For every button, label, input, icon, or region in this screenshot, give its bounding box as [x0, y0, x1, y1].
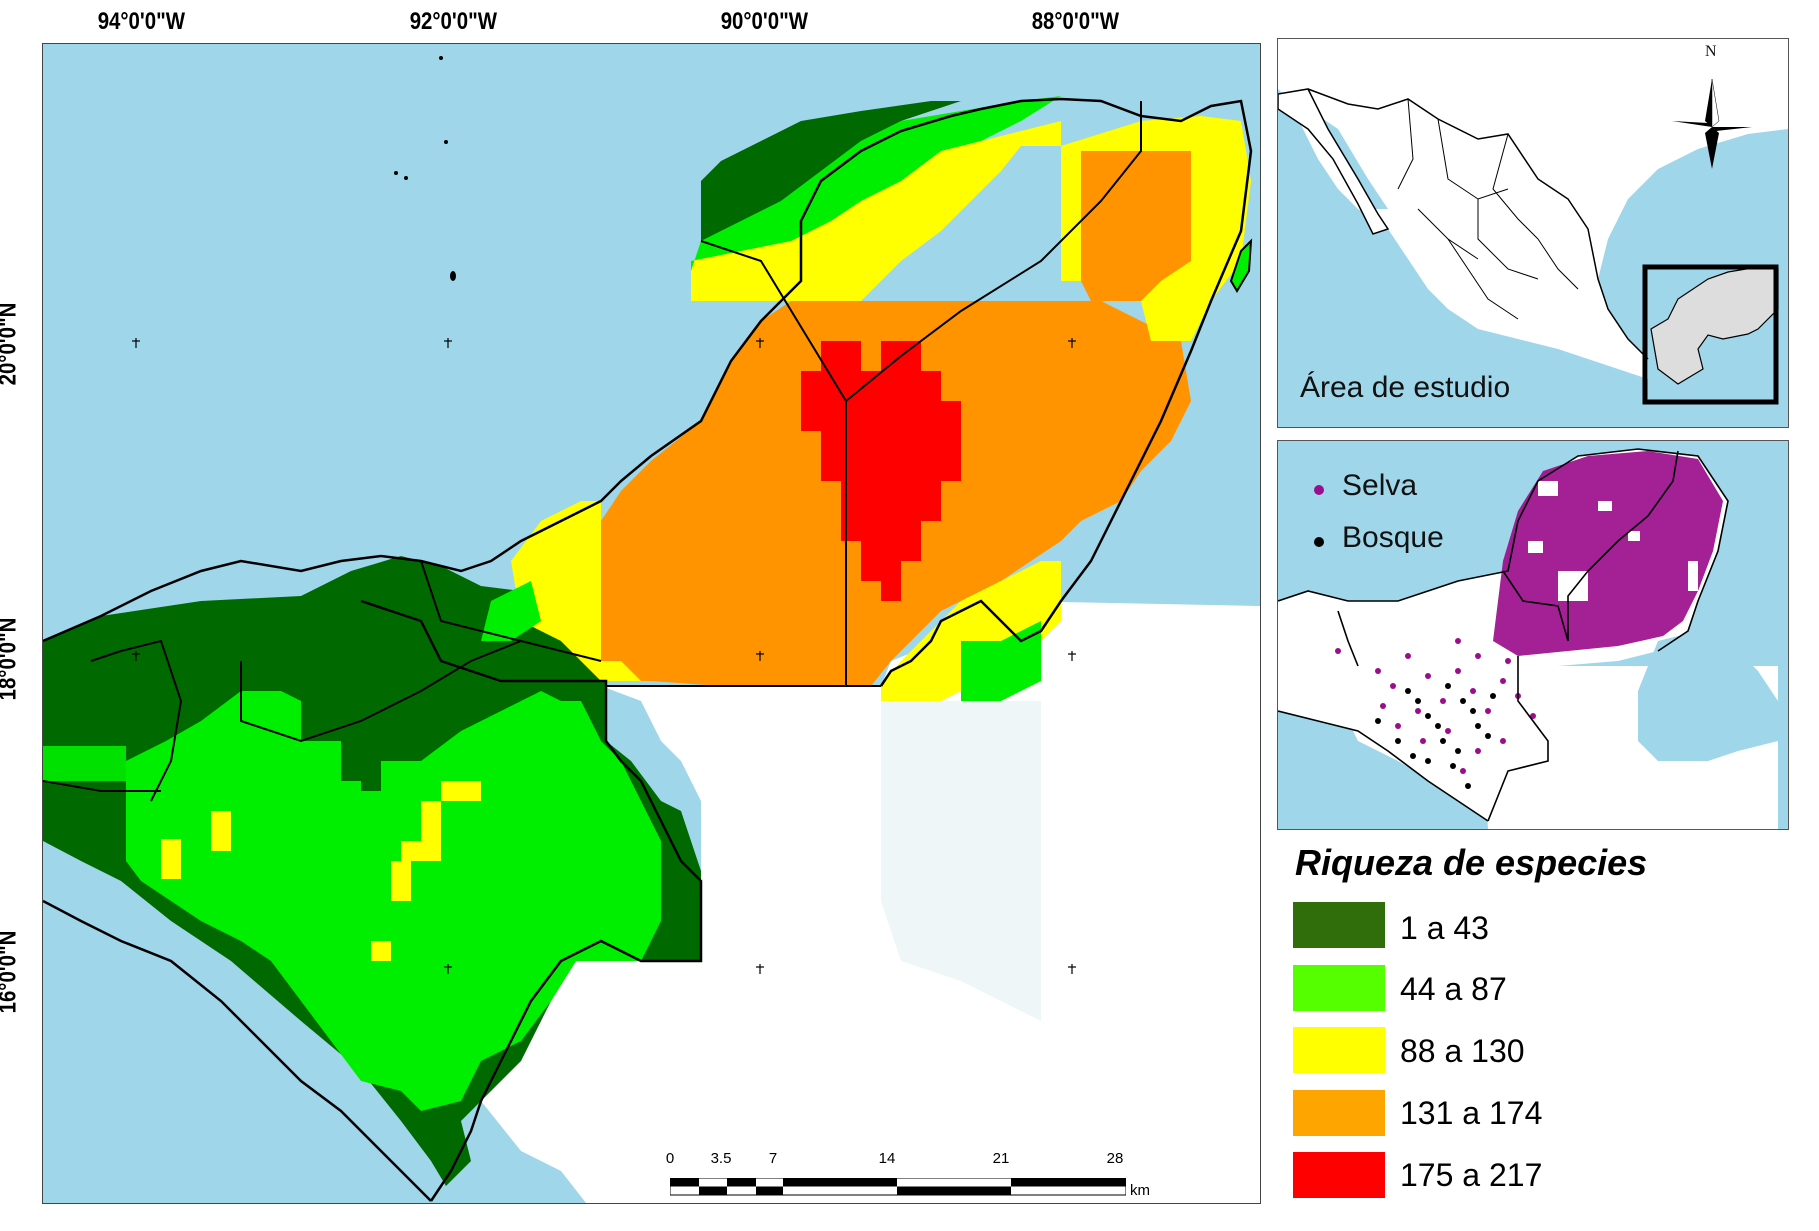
- legend-bosque-label: Bosque: [1342, 521, 1444, 554]
- state-lines: [1397, 98, 1579, 320]
- scale-tick-7: 7: [768, 1150, 778, 1167]
- selva-points: [1335, 638, 1536, 774]
- latitude-label-18n: 18°0'0"N: [0, 617, 22, 701]
- study-area-box: [1642, 264, 1779, 405]
- land-belize: [881, 701, 1041, 1021]
- longitude-label-88w: 88°0'0"W: [1031, 8, 1120, 35]
- north-arrow-icon: [1672, 78, 1752, 169]
- scale-tick-21: 21: [992, 1150, 1010, 1167]
- study-area-label: Área de estudio: [1300, 371, 1511, 404]
- scale-tick-3-5: 3.5: [710, 1150, 732, 1167]
- north-label: N: [1705, 43, 1717, 60]
- scale-tick-0: 0: [665, 1150, 675, 1167]
- legend-label-3: 88 a 130: [1400, 1033, 1525, 1069]
- occurrence-points-map[interactable]: Selva Bosque: [1277, 440, 1789, 830]
- scale-bar: 0 3.5 7 14 21 28 km: [660, 1150, 1180, 1200]
- location-inset-map[interactable]: N Área de estudio: [1277, 38, 1789, 428]
- island-cozumel: [1229, 238, 1253, 293]
- legend-swatch-2: [1293, 965, 1385, 1011]
- scale-tick-28: 28: [1106, 1150, 1124, 1167]
- coastlines: [43, 97, 1253, 1202]
- graticule-marks: [132, 338, 1076, 974]
- legend-label-5: 175 a 217: [1400, 1157, 1543, 1193]
- species-richness-legend: Riqueza de especies 1 a 43 44 a 87 88 a …: [1290, 836, 1819, 1231]
- map-canvas: [43, 56, 1260, 1203]
- bosque-marker-icon: [1314, 537, 1324, 547]
- latitude-label-20n: 20°0'0"N: [0, 302, 22, 386]
- longitude-label-92w: 92°0'0"W: [409, 8, 498, 35]
- legend-label-1: 1 a 43: [1400, 910, 1489, 946]
- species-richness-map[interactable]: [42, 43, 1261, 1204]
- legend-swatch-3: [1293, 1027, 1385, 1073]
- legend-selva-label: Selva: [1342, 469, 1418, 502]
- legend-swatch-1: [1293, 902, 1385, 948]
- scale-unit: km: [1130, 1182, 1150, 1199]
- legend-title: Riqueza de especies: [1295, 842, 1648, 883]
- longitude-label-94w: 94°0'0"W: [97, 8, 186, 35]
- islands: [394, 56, 456, 281]
- scale-tick-14: 14: [878, 1150, 896, 1167]
- mexico-outline: [1278, 39, 1788, 405]
- legend-swatch-5: [1293, 1152, 1385, 1198]
- bosque-points: [1375, 683, 1496, 789]
- legend-swatch-4: [1293, 1090, 1385, 1136]
- scale-bar-graphic: [670, 1178, 1126, 1196]
- latitude-label-16n: 16°0'0"N: [0, 930, 22, 1014]
- region-yucatan: [481, 96, 1251, 701]
- legend-label-2: 44 a 87: [1400, 971, 1507, 1007]
- state-borders: [43, 101, 1142, 802]
- longitude-label-90w: 90°0'0"W: [720, 8, 809, 35]
- legend-label-4: 131 a 174: [1400, 1095, 1543, 1131]
- points-map-canvas: [1278, 448, 1778, 829]
- selva-marker-icon: [1314, 485, 1324, 495]
